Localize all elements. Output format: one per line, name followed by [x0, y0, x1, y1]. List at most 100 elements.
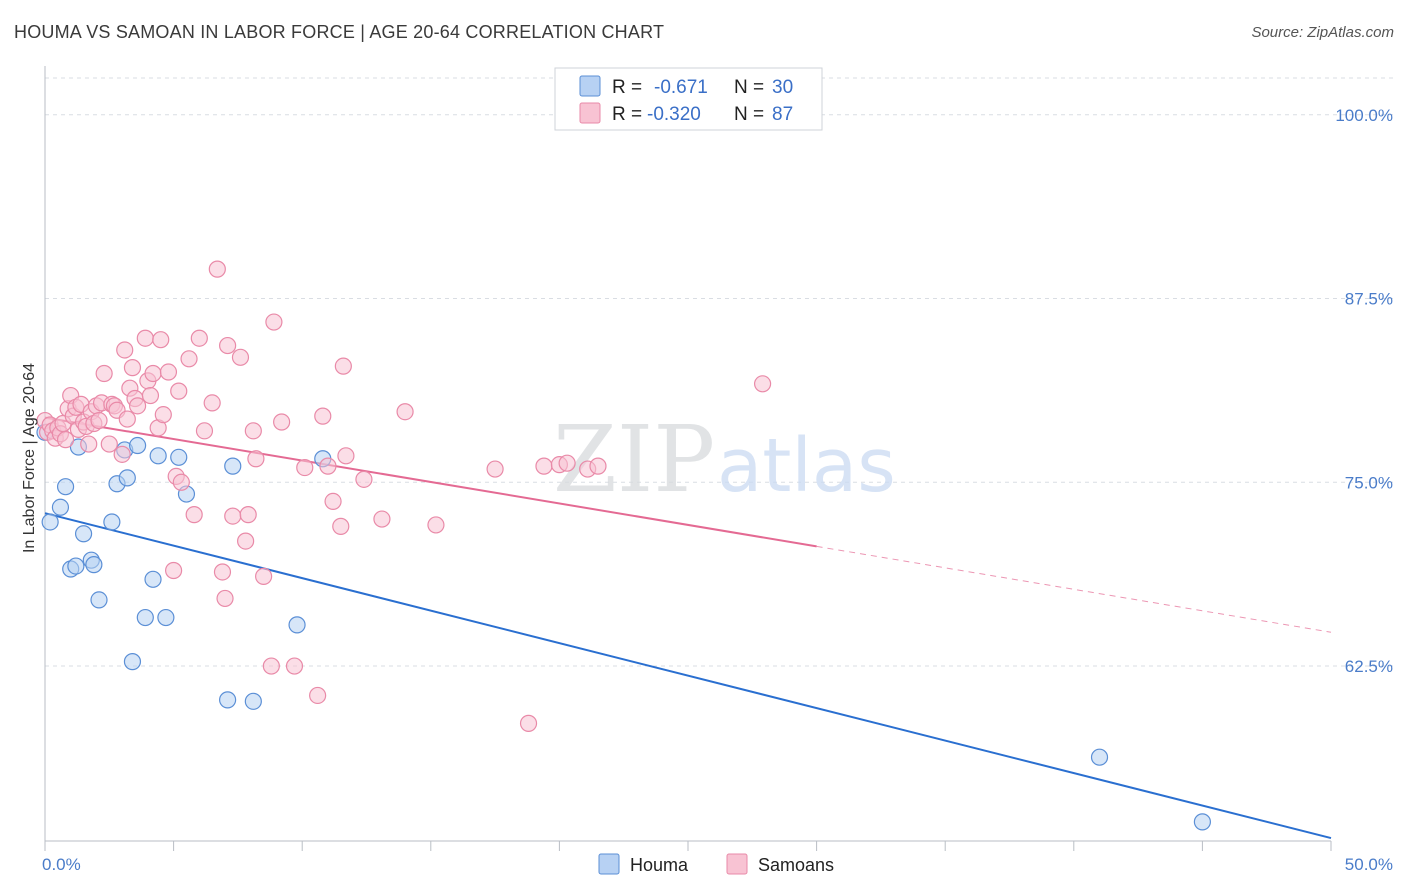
samoan-point-53: [213, 563, 232, 581]
houma-point-2: [56, 478, 75, 496]
samoan-point-66: [285, 657, 304, 675]
samoan-point-42: [159, 363, 178, 381]
trend-lines: [44, 416, 1332, 840]
houma-point-25: [288, 616, 306, 634]
legend-r-value-houma: -0.671: [654, 77, 708, 98]
legend-n-label-houma: N =: [734, 77, 764, 98]
samoan-point-79: [486, 460, 504, 478]
samoan-point-68: [309, 686, 327, 705]
samoan-point-58: [237, 532, 255, 550]
watermark-atlas: atlas: [717, 423, 896, 509]
samoan-point-28: [113, 445, 131, 463]
samoan-point-30: [118, 410, 136, 428]
samoan-point-8: [56, 431, 75, 449]
y-tick-label-3: 62.5%: [1345, 657, 1393, 676]
y-axis-label: In Labor Force | Age 20-64: [21, 363, 38, 553]
legend-r-label-houma: R =: [612, 77, 642, 98]
samoan-point-74: [337, 447, 355, 465]
samoan-point-50: [195, 422, 214, 440]
samoan-point-49: [190, 329, 208, 347]
samoan-point-83: [558, 454, 576, 472]
samoan-point-52: [208, 260, 226, 278]
samoan-point-75: [355, 470, 373, 488]
houma-trend-line: [44, 512, 1332, 840]
samoan-point-70: [319, 457, 337, 475]
samoan-point-86: [753, 375, 772, 393]
houma-point-20: [170, 448, 188, 466]
houma-point-15: [128, 436, 147, 455]
watermark-zip: ZIP: [553, 406, 715, 513]
samoan-point-78: [427, 516, 445, 534]
samoan-point-38: [144, 364, 162, 383]
x-tick-label-0: 0.0%: [42, 855, 81, 874]
y-tick-label-0: 100.0%: [1335, 106, 1393, 125]
samoan-trend-line: [44, 416, 817, 548]
samoan-point-17: [80, 435, 98, 453]
samoan-trend-extension: [816, 545, 1332, 633]
y-tick-label-1: 87.5%: [1345, 290, 1393, 309]
samoan-point-45: [170, 382, 188, 400]
samoan-point-60: [244, 422, 262, 440]
samoan-point-40: [152, 331, 170, 349]
houma-point-16: [136, 608, 154, 627]
samoan-point-67: [296, 458, 314, 477]
houma-point-10: [103, 513, 121, 531]
samoan-point-63: [262, 657, 280, 675]
samoan-point-48: [185, 506, 203, 524]
stats-legend: R = -0.671 N = 30 R = -0.320 N = 87: [554, 67, 823, 131]
houma-point-1: [51, 498, 70, 516]
samoan-point-65: [273, 413, 291, 431]
samoan-point-59: [239, 506, 257, 524]
samoan-point-37: [141, 386, 160, 405]
samoan-point-41: [154, 406, 172, 424]
samoan-point-23: [95, 364, 113, 383]
source-label: Source: ZipAtlas.com: [1251, 24, 1394, 41]
samoan-point-64: [265, 313, 283, 331]
x-tick-label-1: 50.0%: [1345, 855, 1393, 874]
scatter-points: [36, 260, 1212, 831]
samoan-point-56: [224, 507, 242, 525]
legend-swatch-samoan: [579, 102, 601, 124]
samoan-point-43: [165, 561, 183, 580]
legend-r-value-samoan: -0.320: [647, 104, 701, 125]
samoan-point-62: [255, 567, 273, 585]
houma-point-13: [118, 469, 136, 487]
samoan-point-51: [203, 394, 221, 412]
series-legend-houma: Houma: [630, 855, 689, 875]
samoan-point-61: [247, 450, 265, 468]
samoan-point-35: [136, 329, 154, 347]
houma-point-0: [41, 513, 59, 531]
samoan-point-29: [116, 341, 134, 359]
houma-point-19: [157, 608, 175, 627]
samoan-point-55: [219, 336, 237, 355]
samoan-point-46: [172, 473, 190, 491]
samoan-point-71: [324, 492, 342, 510]
y-tick-label-2: 75.0%: [1345, 473, 1393, 492]
grid-layer: [45, 77, 1393, 667]
legend-r-label-samoan: R =: [612, 104, 642, 125]
series-legend-swatch-samoan: [726, 853, 748, 875]
samoan-point-77: [396, 403, 414, 421]
samoan-point-72: [332, 517, 350, 535]
houma-point-4: [67, 557, 85, 575]
houma-point-14: [123, 653, 142, 671]
houma-point-27: [1090, 748, 1109, 766]
samoan-point-21: [90, 411, 108, 430]
houma-point-18: [149, 447, 167, 465]
samoan-point-47: [180, 350, 198, 368]
houma-point-17: [144, 570, 162, 588]
houma-point-23: [224, 457, 242, 475]
houma-point-28: [1193, 813, 1212, 831]
series-legend: Houma Samoans: [598, 853, 834, 875]
samoan-point-85: [589, 457, 607, 475]
samoan-point-73: [334, 357, 352, 375]
houma-point-9: [90, 591, 108, 609]
legend-n-value-samoan: 87: [772, 104, 793, 125]
samoan-point-80: [519, 714, 538, 732]
houma-point-24: [244, 692, 262, 710]
series-legend-swatch-houma: [598, 853, 620, 875]
legend-swatch-houma: [579, 75, 601, 97]
legend-n-label-samoan: N =: [734, 104, 764, 125]
zipatlas-watermark: ZIP atlas: [553, 406, 896, 513]
